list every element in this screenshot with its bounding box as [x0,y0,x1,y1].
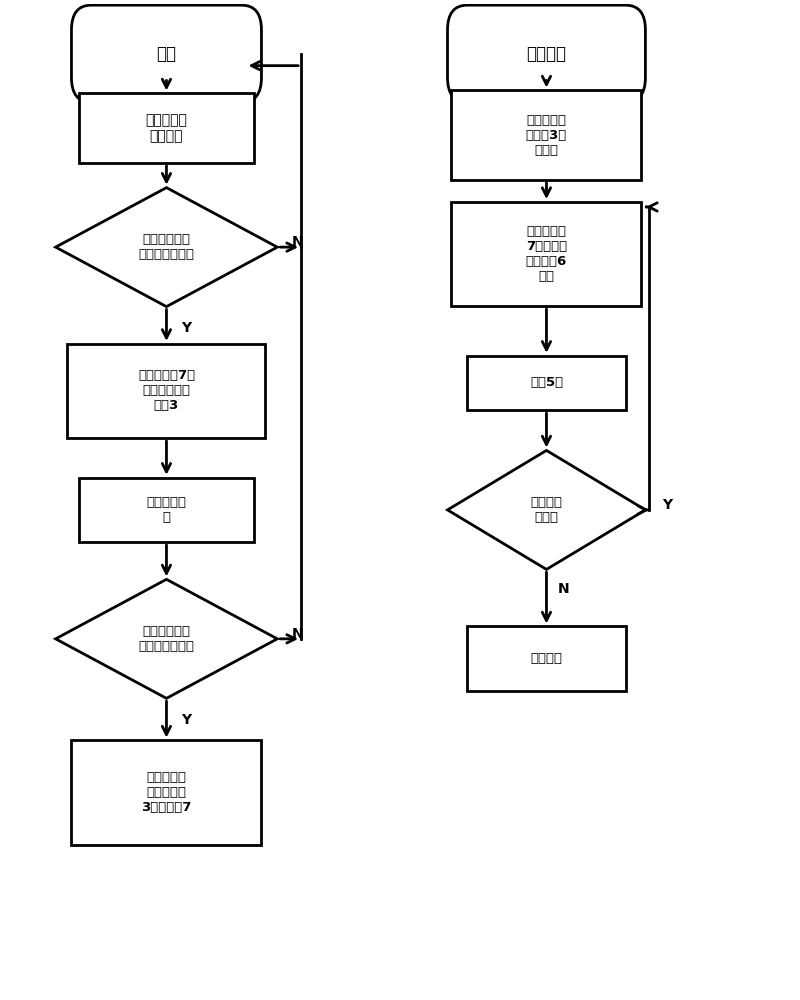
Text: 响应中断程
序: 响应中断程 序 [146,496,186,524]
Polygon shape [56,579,278,698]
Text: N: N [291,235,303,249]
Polygon shape [447,450,646,569]
Bar [67,344,266,438]
Text: 延时5秒: 延时5秒 [530,376,563,389]
Bar [467,356,626,410]
Text: Y: Y [181,713,191,727]
Text: 中断开始: 中断开始 [526,45,566,63]
Text: 踏板感应器感
应到车辆倒出？: 踏板感应器感 应到车辆倒出？ [138,625,194,653]
Text: 开启摄像头7、
光束遮断式感
应器3: 开启摄像头7、 光束遮断式感 应器3 [138,369,195,412]
FancyBboxPatch shape [71,5,262,102]
Text: N: N [558,582,570,596]
Bar [71,740,262,845]
Text: Y: Y [181,321,191,335]
Bar [79,478,254,542]
Text: 光束遮断式
感应器3采
集信号: 光束遮断式 感应器3采 集信号 [526,114,567,157]
Bar [79,93,254,163]
Text: 踏板感应器
采集信号: 踏板感应器 采集信号 [146,113,187,143]
Bar [451,90,642,180]
Text: Y: Y [662,498,672,512]
Text: 跳出中断: 跳出中断 [530,652,562,665]
Text: 关闭光束遮
断式感应器
3，摄像头7: 关闭光束遮 断式感应器 3，摄像头7 [142,771,192,814]
Polygon shape [56,188,278,307]
Text: 红外线被
遮断？: 红外线被 遮断？ [530,496,562,524]
Text: 开始: 开始 [157,45,177,63]
Text: 开启摄像头
7抓拍，开
启报警器6
报警: 开启摄像头 7抓拍，开 启报警器6 报警 [526,225,567,283]
Text: N: N [291,627,303,641]
FancyBboxPatch shape [447,5,646,102]
Text: 踏板感应器感
应到车辆进入？: 踏板感应器感 应到车辆进入？ [138,233,194,261]
Bar [467,626,626,691]
Bar [451,202,642,306]
